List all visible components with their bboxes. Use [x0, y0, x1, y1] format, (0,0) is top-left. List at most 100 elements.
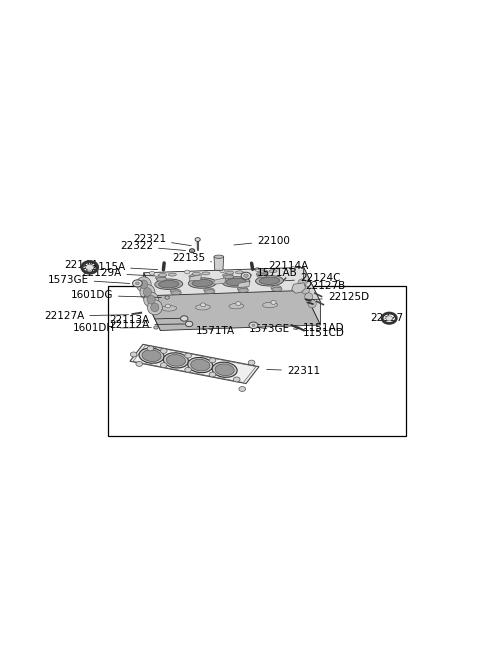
- Ellipse shape: [214, 255, 224, 258]
- Text: 22144: 22144: [64, 260, 97, 270]
- Ellipse shape: [188, 358, 213, 373]
- Text: 22322: 22322: [120, 241, 186, 251]
- Circle shape: [209, 372, 216, 377]
- Text: 22135: 22135: [172, 253, 212, 262]
- Ellipse shape: [237, 287, 248, 291]
- Polygon shape: [144, 273, 160, 331]
- Polygon shape: [214, 256, 224, 270]
- Text: 22124C: 22124C: [285, 274, 340, 283]
- Circle shape: [209, 358, 216, 363]
- Circle shape: [136, 361, 143, 367]
- Ellipse shape: [156, 277, 167, 281]
- Ellipse shape: [171, 291, 181, 295]
- Ellipse shape: [195, 304, 210, 310]
- Ellipse shape: [140, 280, 148, 289]
- Ellipse shape: [259, 270, 267, 273]
- Text: 1601DG: 1601DG: [71, 291, 161, 300]
- Circle shape: [160, 348, 167, 354]
- Ellipse shape: [238, 289, 249, 293]
- Circle shape: [180, 316, 188, 321]
- Circle shape: [195, 237, 200, 241]
- Text: 1151CD: 1151CD: [293, 327, 345, 338]
- Ellipse shape: [151, 303, 159, 312]
- Circle shape: [249, 322, 258, 329]
- Polygon shape: [144, 267, 321, 307]
- Polygon shape: [214, 278, 226, 284]
- Text: 1571AB: 1571AB: [249, 268, 298, 277]
- Ellipse shape: [136, 277, 151, 292]
- Ellipse shape: [158, 274, 167, 276]
- Ellipse shape: [163, 353, 189, 368]
- Text: 1571TA: 1571TA: [196, 326, 235, 337]
- Circle shape: [233, 377, 240, 382]
- Circle shape: [190, 249, 195, 253]
- Ellipse shape: [147, 295, 155, 304]
- Ellipse shape: [168, 273, 176, 276]
- Ellipse shape: [147, 300, 162, 315]
- Ellipse shape: [202, 272, 210, 275]
- Circle shape: [290, 266, 295, 270]
- Ellipse shape: [255, 276, 284, 286]
- Circle shape: [252, 324, 255, 327]
- Circle shape: [306, 299, 312, 303]
- Ellipse shape: [226, 271, 234, 274]
- Ellipse shape: [204, 290, 215, 293]
- Ellipse shape: [223, 275, 234, 279]
- Ellipse shape: [229, 303, 244, 309]
- Ellipse shape: [259, 277, 280, 285]
- Ellipse shape: [215, 364, 234, 376]
- Ellipse shape: [305, 293, 313, 301]
- Ellipse shape: [301, 286, 310, 294]
- Circle shape: [165, 304, 170, 308]
- Text: 1573GE: 1573GE: [48, 275, 130, 285]
- Polygon shape: [238, 281, 250, 287]
- Ellipse shape: [269, 270, 277, 273]
- Ellipse shape: [226, 278, 246, 285]
- Circle shape: [220, 269, 225, 273]
- Text: 22127B: 22127B: [294, 281, 345, 291]
- Polygon shape: [190, 275, 202, 281]
- Ellipse shape: [204, 288, 214, 292]
- Ellipse shape: [144, 292, 158, 307]
- Ellipse shape: [235, 271, 243, 274]
- Text: 22114A: 22114A: [253, 262, 309, 272]
- Ellipse shape: [223, 274, 233, 277]
- Ellipse shape: [263, 302, 277, 308]
- Polygon shape: [292, 283, 305, 293]
- Circle shape: [239, 386, 246, 392]
- Circle shape: [160, 363, 167, 367]
- Circle shape: [236, 302, 241, 306]
- Text: 22125D: 22125D: [306, 292, 369, 302]
- Ellipse shape: [192, 279, 213, 287]
- Circle shape: [149, 272, 155, 275]
- Ellipse shape: [139, 348, 164, 363]
- Circle shape: [248, 360, 255, 365]
- Ellipse shape: [298, 279, 306, 287]
- Circle shape: [165, 296, 169, 299]
- Text: 22113A: 22113A: [109, 315, 180, 325]
- Ellipse shape: [192, 272, 200, 276]
- Ellipse shape: [190, 276, 200, 280]
- Circle shape: [271, 300, 276, 304]
- Circle shape: [147, 346, 154, 351]
- Text: 22127A: 22127A: [44, 311, 129, 321]
- Text: 22112A: 22112A: [109, 319, 184, 330]
- Ellipse shape: [257, 274, 267, 277]
- Ellipse shape: [272, 287, 282, 291]
- Circle shape: [154, 326, 158, 329]
- Bar: [108, 287, 406, 436]
- Circle shape: [185, 367, 192, 372]
- Ellipse shape: [212, 362, 237, 377]
- Polygon shape: [144, 291, 321, 331]
- Ellipse shape: [158, 281, 179, 288]
- Circle shape: [244, 274, 248, 277]
- Polygon shape: [130, 344, 259, 384]
- Text: 1601DH: 1601DH: [73, 323, 151, 333]
- Ellipse shape: [222, 277, 250, 287]
- Text: 22327: 22327: [371, 313, 404, 323]
- Circle shape: [241, 272, 251, 279]
- Circle shape: [185, 321, 193, 327]
- Ellipse shape: [189, 274, 199, 278]
- Ellipse shape: [386, 316, 393, 321]
- Ellipse shape: [144, 287, 152, 297]
